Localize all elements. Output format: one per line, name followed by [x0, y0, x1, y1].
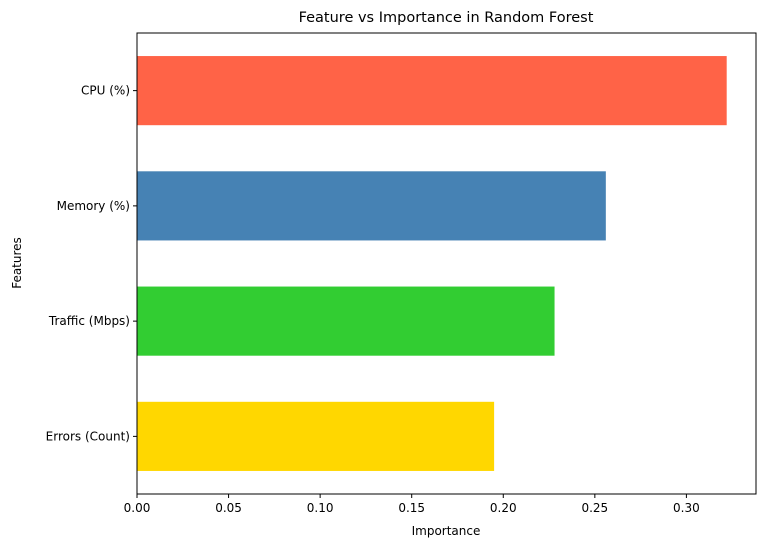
x-tick-label: 0.25 [581, 501, 608, 515]
ticks-layer: CPU (%) Memory (%) Traffic (Mbps) Errors (C… [46, 84, 700, 515]
y-tick-label: CPU (%) [81, 84, 130, 98]
x-tick-label: 0.15 [398, 501, 425, 515]
x-tick-label: 0.10 [307, 501, 334, 515]
x-tick-label: 0.30 [673, 501, 700, 515]
bar-traffic-mbps [137, 286, 555, 356]
chart-title: Feature vs Importance in Random Forest [299, 10, 594, 26]
bar-cpu [137, 56, 727, 126]
x-axis-label: Importance [412, 524, 481, 538]
y-tick-label: Memory (%) [57, 199, 130, 213]
y-axis-label: Features [10, 237, 24, 289]
bar-errors-count [137, 401, 495, 471]
x-tick-label: 0.20 [490, 501, 517, 515]
y-tick-label: Errors (Count) [46, 429, 130, 443]
y-tick-label: Traffic (Mbps) [48, 314, 130, 328]
x-tick-label: 0.00 [124, 501, 151, 515]
x-tick-label: 0.05 [215, 501, 242, 515]
bars-layer [137, 56, 727, 471]
bar-memory [137, 171, 606, 241]
plot-area-frame [136, 32, 757, 495]
